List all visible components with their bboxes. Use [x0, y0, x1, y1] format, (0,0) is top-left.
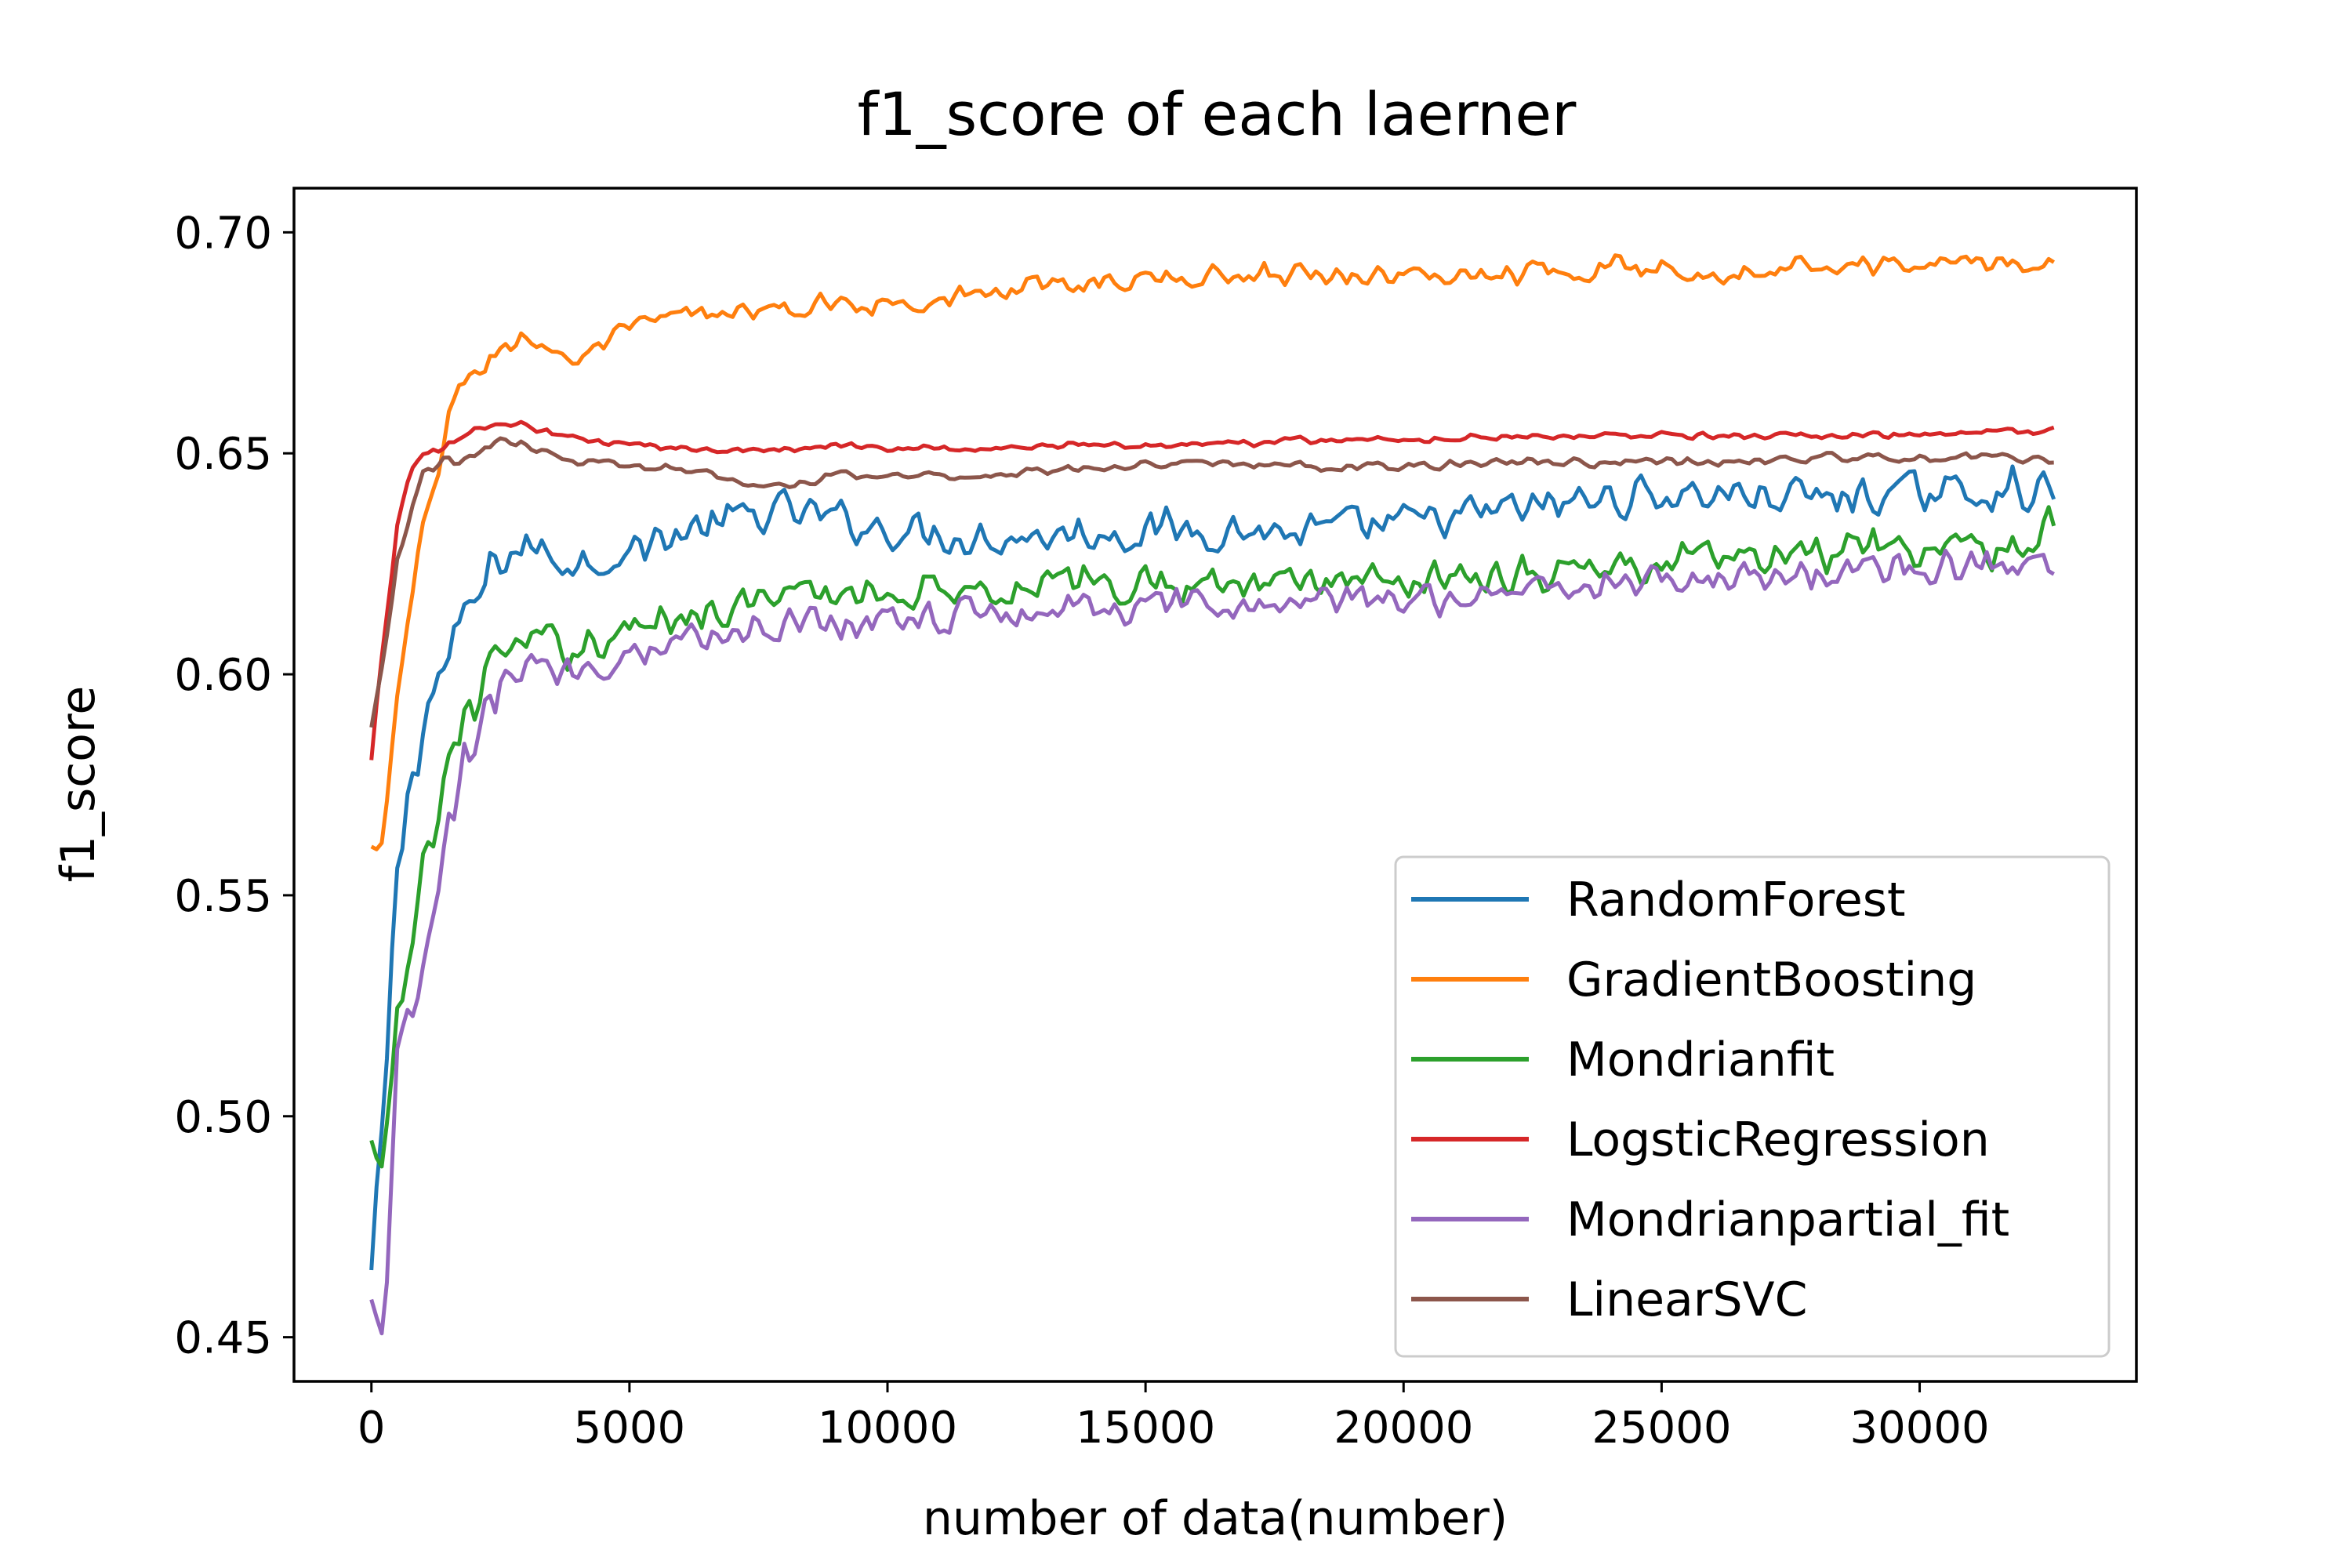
chart-title: f1_score of each laerner [858, 79, 1577, 149]
x-tick-label: 0 [358, 1403, 386, 1454]
legend: RandomForest GradientBoosting Mondrianfit L… [1396, 857, 2109, 1356]
legend-label: Mondrianpartial_fit [1566, 1192, 2009, 1247]
x-tick-label: 5000 [574, 1403, 686, 1454]
legend-label: LogsticRegression [1566, 1112, 1990, 1167]
y-tick-label: 0.60 [174, 650, 272, 701]
y-tick-label: 0.70 [174, 208, 272, 259]
y-tick-label: 0.65 [174, 429, 272, 480]
x-tick-label: 25000 [1592, 1403, 1731, 1454]
x-axis-label: number of data(number) [923, 1491, 1508, 1546]
y-tick-label: 0.55 [174, 871, 272, 922]
legend-label: Mondrianfit [1566, 1033, 1835, 1087]
y-axis-label: f1_score [51, 686, 106, 883]
legend-label: GradientBoosting [1566, 953, 1976, 1007]
y-tick-label: 0.50 [174, 1092, 272, 1143]
x-tick-label: 10000 [818, 1403, 957, 1454]
x-tick-label: 20000 [1334, 1403, 1473, 1454]
x-tick-label: 15000 [1076, 1403, 1215, 1454]
legend-label: LinearSVC [1566, 1272, 1808, 1327]
y-tick-label: 0.45 [174, 1313, 272, 1364]
x-tick-label: 30000 [1849, 1403, 1989, 1454]
legend-label: RandomForest [1566, 873, 1906, 927]
